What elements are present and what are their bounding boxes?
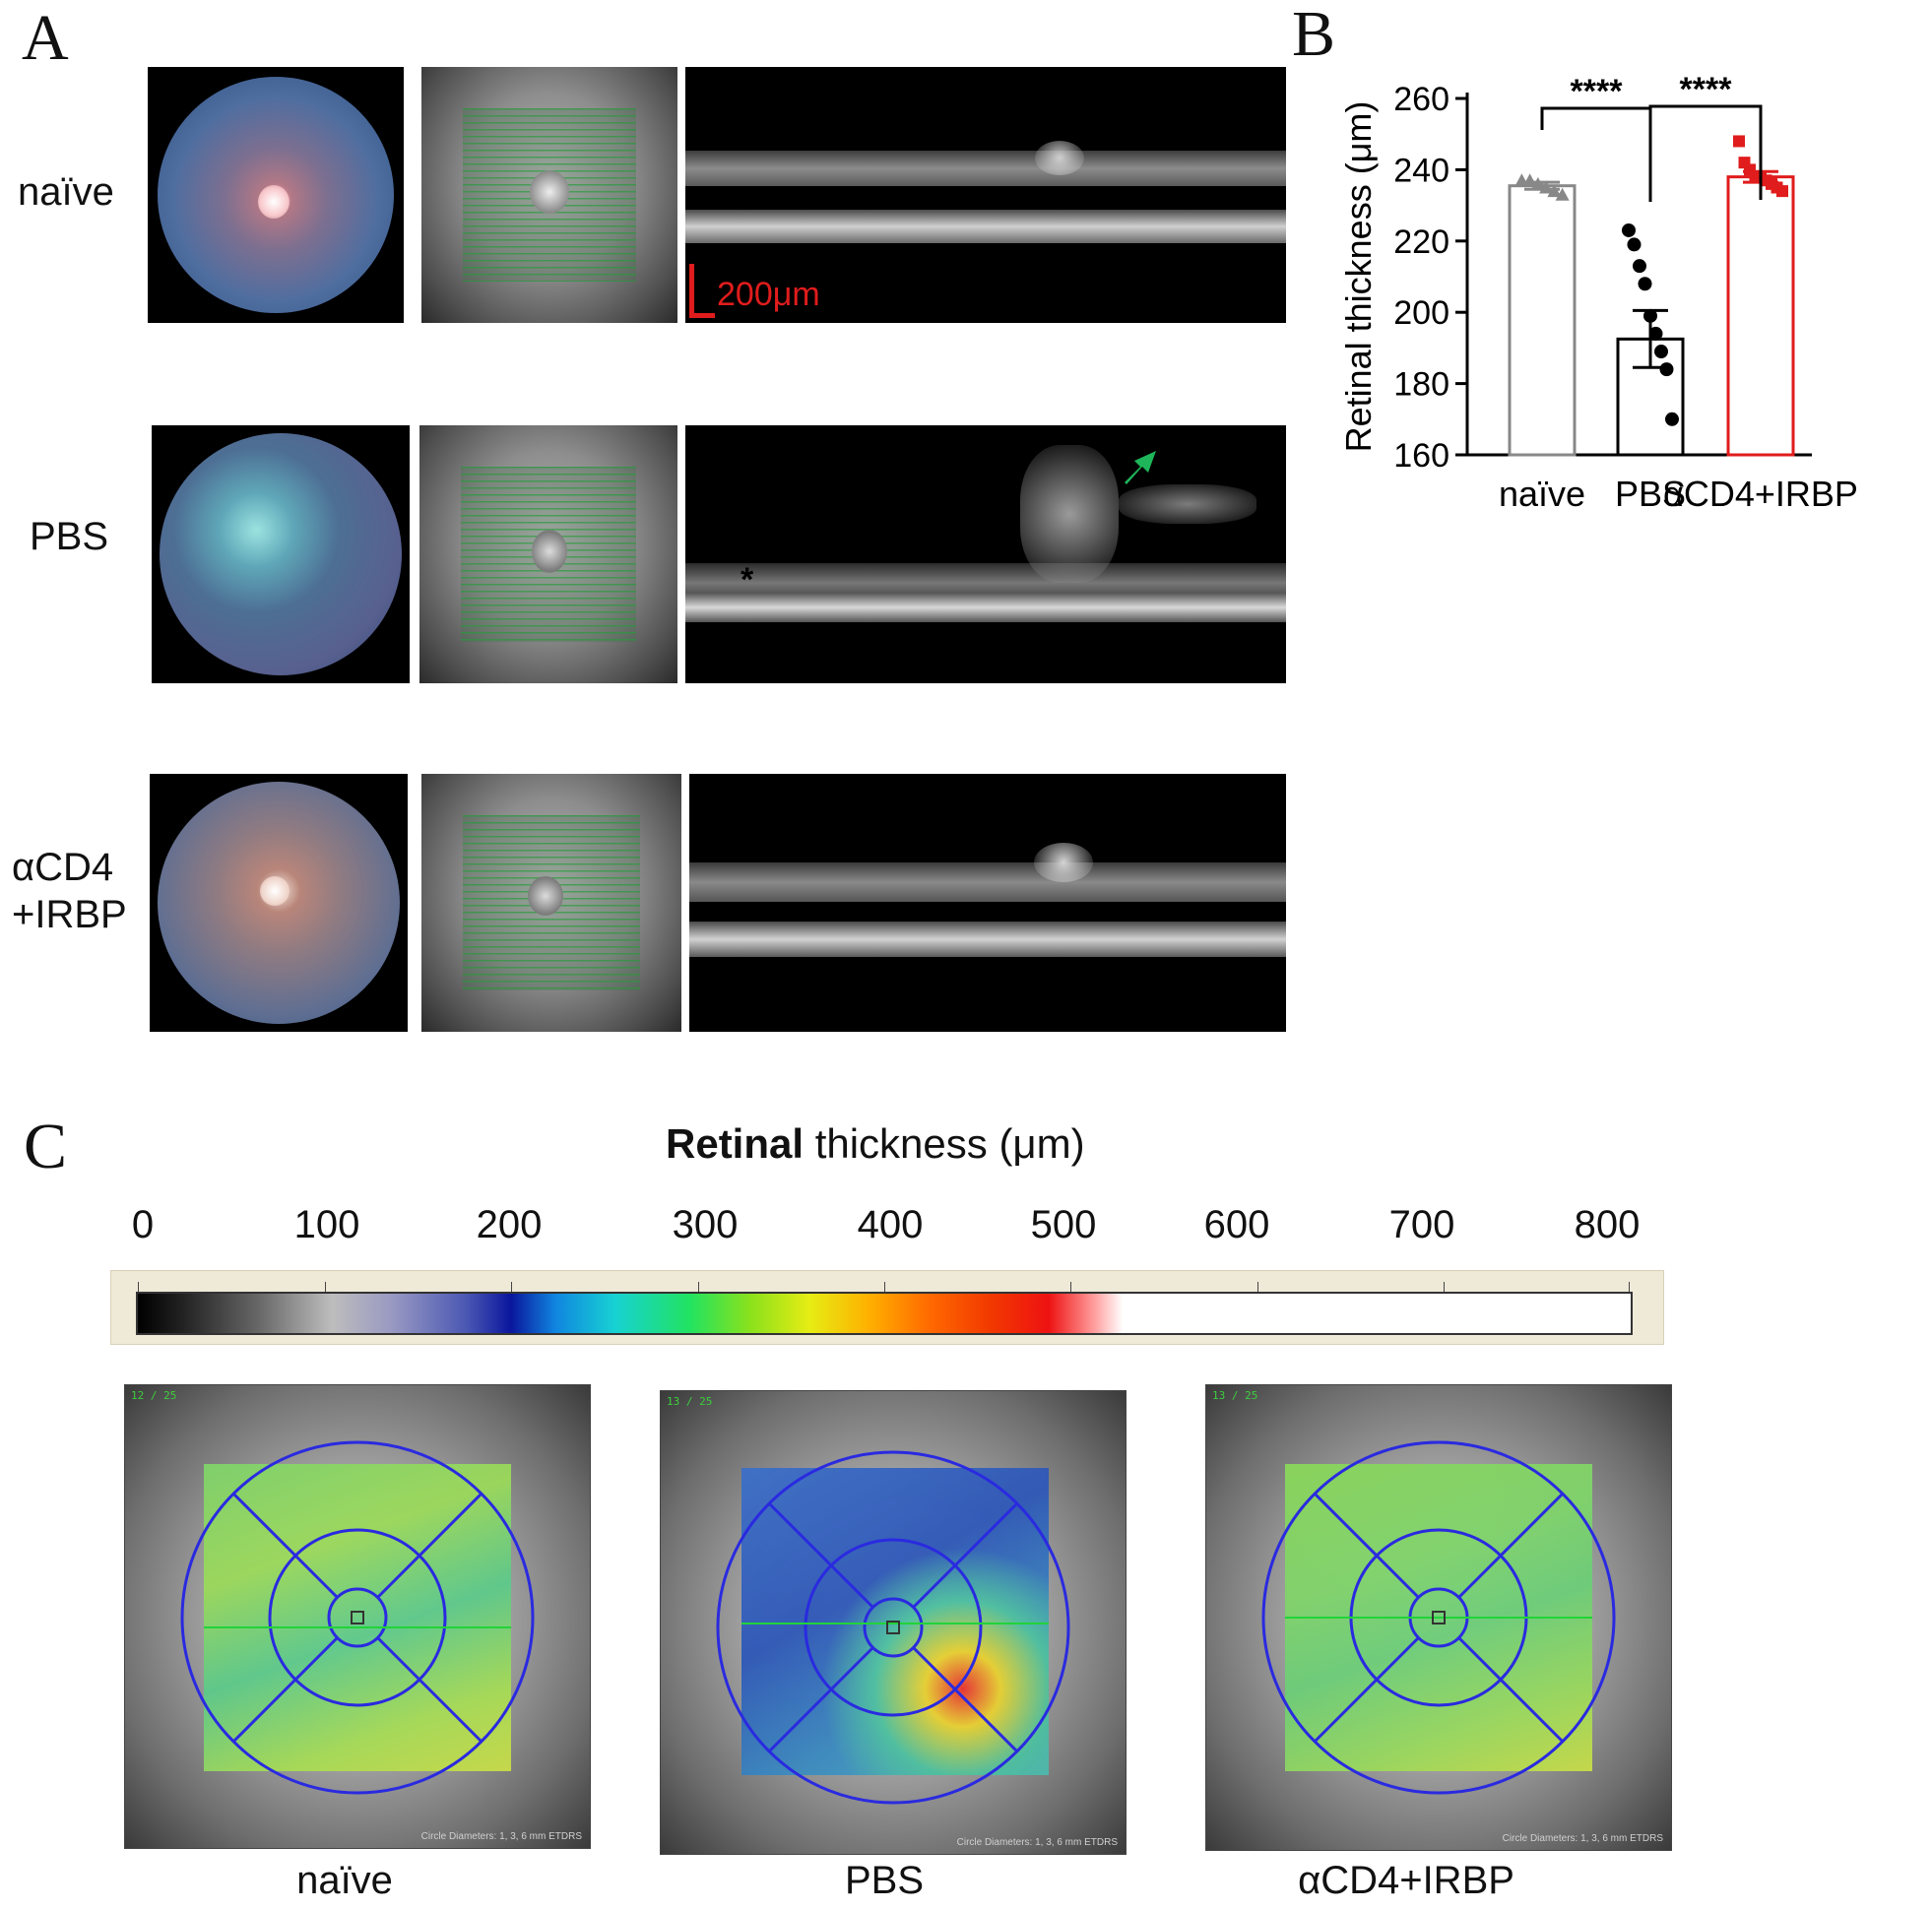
data-point [1555, 187, 1570, 201]
x-tick-label: naïve [1499, 474, 1585, 514]
data-point [1522, 173, 1537, 187]
colorbar-tick-label: 800 [1574, 1203, 1641, 1246]
colorbar-tick-label: 0 [131, 1203, 155, 1246]
colorbar-title-rest: thickness (μm) [804, 1120, 1085, 1167]
colorbar-tick-label: 100 [293, 1203, 360, 1246]
significance-label: **** [1571, 73, 1624, 110]
ir-scan-image-pbs [419, 425, 677, 683]
map-caption-pbs: PBS [844, 1859, 925, 1902]
panel-letter-b: B [1292, 0, 1336, 70]
scale-bar-horizontal [689, 313, 715, 318]
oct-bscan-acd4-irbp [689, 774, 1286, 1032]
data-point [1776, 185, 1788, 198]
fundus-image-naive [148, 67, 404, 323]
y-axis-label: Retinal thickness (μm) [1338, 101, 1379, 453]
y-tick-label: 220 [1393, 223, 1449, 261]
data-point [1539, 180, 1554, 194]
data-point [1530, 176, 1545, 190]
significance-label: **** [1680, 71, 1733, 108]
colorbar-tick [511, 1282, 512, 1292]
map-caption-naive: naïve [296, 1859, 393, 1902]
y-tick-label: 180 [1393, 366, 1449, 404]
colorbar-tick-label: 500 [1030, 1203, 1097, 1246]
ir-scan-image-naive [421, 67, 677, 323]
colorbar-tick-label: 200 [476, 1203, 543, 1246]
row-label-acd4: αCD4 [12, 846, 114, 889]
colorbar-tick [1257, 1282, 1258, 1292]
oct-bscan-naive [685, 67, 1286, 323]
colorbar-tick-label: 600 [1203, 1203, 1270, 1246]
map-tag-acd4-irbp: 13 / 25 [1212, 1389, 1258, 1402]
thickness-map-pbs: 13 / 25 Circle Diameters: 1, 3, 6 mm ETD… [660, 1390, 1127, 1855]
bar [1726, 175, 1795, 457]
fundus-image-acd4-irbp [150, 774, 408, 1032]
arrow-icon [1123, 447, 1162, 491]
data-point [1648, 326, 1663, 341]
colorbar-tick-label: 400 [857, 1203, 924, 1246]
significance-bracket [1648, 104, 1763, 200]
colorbar-tick [325, 1282, 326, 1292]
data-point [1547, 184, 1562, 198]
data-point [1659, 362, 1674, 377]
y-tick-label: 240 [1393, 152, 1449, 189]
map-tag-naive: 12 / 25 [131, 1389, 177, 1402]
ir-scan-image-acd4-irbp [421, 774, 681, 1032]
panel-letter-c: C [24, 1111, 68, 1182]
data-point [1654, 345, 1668, 359]
map-footer-naive: Circle Diameters: 1, 3, 6 mm ETDRS [420, 1831, 582, 1842]
colorbar-tick [698, 1282, 699, 1292]
thickness-map-naive: 12 / 25 Circle Diameters: 1, 3, 6 mm ETD… [124, 1384, 591, 1849]
y-tick-label: 200 [1393, 294, 1449, 332]
data-point [1733, 135, 1745, 148]
x-tick-label: αCD4+IRBP [1663, 474, 1858, 514]
significance-bracket [1540, 106, 1652, 202]
colorbar-tick-label: 700 [1388, 1203, 1455, 1246]
colorbar-tick [138, 1282, 139, 1292]
colorbar-title-bold: Retinal [666, 1120, 805, 1167]
row-label-pbs: PBS [30, 515, 109, 558]
fundus-image-pbs [152, 425, 410, 683]
data-point [1643, 308, 1657, 323]
colorbar-tick [1629, 1282, 1630, 1292]
x-tick-label: PBS [1615, 474, 1686, 514]
thickness-colorbar [136, 1292, 1633, 1335]
etdrs-grid [180, 1440, 535, 1795]
data-point [1638, 277, 1652, 291]
data-point [1633, 259, 1646, 274]
data-point [1622, 223, 1636, 237]
colorbar-tick [884, 1282, 885, 1292]
row-label-naive: naïve [18, 170, 114, 214]
colorbar-title: Retinal thickness (μm) [666, 1120, 1085, 1168]
map-footer-pbs: Circle Diameters: 1, 3, 6 mm ETDRS [956, 1837, 1118, 1848]
scale-bar: 200μm [689, 264, 837, 319]
scale-bar-vertical [689, 264, 694, 317]
bar-chart: 160 180 200 220 240 260 Retinal thickness (μm)… [1338, 71, 1858, 514]
oct-bscan-pbs: * [685, 425, 1286, 683]
bar [1508, 184, 1577, 457]
panel-letter-a: A [22, 2, 69, 74]
data-point [1665, 412, 1679, 426]
colorbar-tick-label: 300 [672, 1203, 739, 1246]
etdrs-grid [716, 1450, 1070, 1805]
etdrs-grid [1261, 1440, 1616, 1795]
scale-bar-label: 200μm [717, 276, 820, 313]
asterisk-marker: * [741, 561, 754, 599]
colorbar-tick [1070, 1282, 1071, 1292]
y-tick-label: 260 [1393, 81, 1449, 118]
map-caption-acd4-irbp: αCD4+IRBP [1298, 1859, 1514, 1902]
map-tag-pbs: 13 / 25 [667, 1395, 713, 1408]
colorbar-tick [1444, 1282, 1445, 1292]
y-tick-label: 160 [1393, 437, 1449, 475]
data-point [1627, 237, 1642, 252]
thickness-map-acd4-irbp: 13 / 25 Circle Diameters: 1, 3, 6 mm ETD… [1205, 1384, 1672, 1851]
map-footer-acd4-irbp: Circle Diameters: 1, 3, 6 mm ETDRS [1502, 1833, 1663, 1844]
row-label-irbp: +IRBP [12, 893, 127, 936]
